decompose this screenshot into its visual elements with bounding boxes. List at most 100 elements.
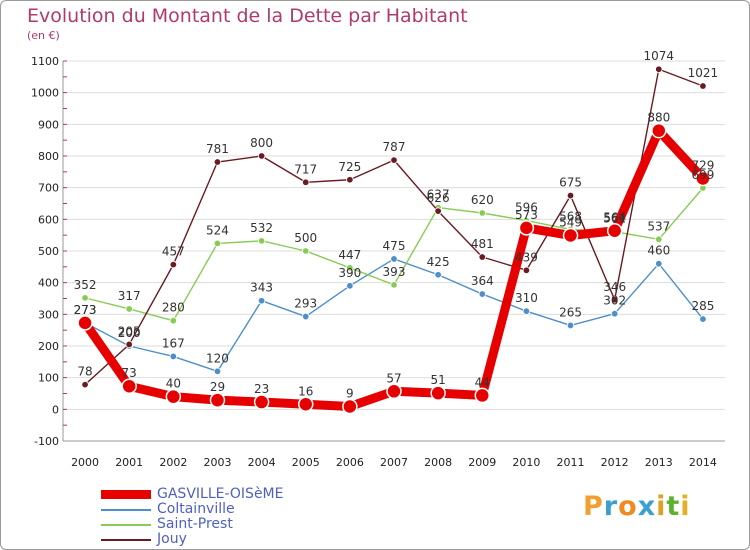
data-label-saint-prest: 532	[250, 221, 273, 235]
data-point-jouy	[346, 176, 354, 184]
data-point-gasville-ois-me	[386, 383, 402, 400]
y-tick-label: 1000	[31, 87, 59, 100]
data-label-saint-prest: 447	[338, 248, 361, 262]
data-label-jouy: 1074	[644, 49, 675, 63]
data-label-saint-prest: 568	[559, 209, 582, 223]
data-point-saint-prest	[346, 264, 354, 272]
x-tick-label: 2002	[159, 456, 187, 469]
legend-swatch	[101, 509, 151, 511]
data-point-coltainville	[478, 290, 486, 298]
logo-letter: t	[666, 491, 681, 522]
data-label-jouy: 725	[338, 160, 361, 174]
data-point-gasville-ois-me	[430, 385, 446, 401]
y-tick-label: 1100	[31, 55, 59, 68]
data-label-coltainville: 167	[162, 336, 185, 350]
data-label-coltainville: 265	[559, 305, 582, 319]
x-tick-label: 2011	[557, 456, 585, 469]
data-point-saint-prest	[257, 237, 266, 245]
logo-letter: r	[603, 491, 619, 522]
y-tick-label: 300	[38, 308, 59, 321]
proxiti-logo: Proxiti	[583, 491, 691, 522]
y-tick-label: 700	[38, 182, 59, 195]
data-point-saint-prest	[125, 305, 133, 313]
chart-title: Evolution du Montant de la Dette par Hab…	[27, 5, 468, 27]
data-point-saint-prest	[302, 247, 310, 255]
data-label-saint-prest: 280	[162, 301, 185, 315]
legend-swatch	[101, 539, 151, 541]
data-label-jouy: 626	[427, 191, 450, 205]
data-label-jouy: 717	[294, 162, 317, 176]
data-point-gasville-ois-me	[342, 398, 358, 415]
data-label-gasville-ois-me: 273	[74, 303, 97, 317]
data-point-coltainville	[169, 352, 178, 361]
data-label-saint-prest: 352	[74, 278, 97, 292]
data-point-jouy	[655, 65, 663, 73]
data-point-jouy	[213, 158, 222, 166]
data-label-jouy: 675	[559, 176, 582, 190]
data-label-gasville-ois-me: 44	[475, 375, 490, 389]
data-point-coltainville	[610, 310, 619, 318]
data-label-coltainville: 460	[647, 244, 670, 258]
data-label-coltainville: 390	[338, 266, 361, 280]
data-label-coltainville: 475	[383, 239, 406, 253]
data-label-jouy: 781	[206, 142, 229, 156]
data-label-coltainville: 285	[691, 299, 714, 313]
legend-label: Jouy	[157, 531, 187, 547]
data-label-coltainville: 310	[515, 291, 538, 305]
x-tick-label: 2010	[512, 456, 540, 469]
data-point-jouy	[390, 156, 398, 164]
legend-label: Saint-Prest	[157, 516, 233, 532]
data-point-coltainville	[390, 255, 398, 263]
data-point-gasville-ois-me	[297, 396, 314, 413]
data-label-saint-prest: 596	[515, 201, 538, 215]
data-point-saint-prest	[478, 209, 486, 217]
logo-letter: i	[656, 491, 667, 522]
data-point-jouy	[169, 260, 178, 269]
data-point-coltainville	[655, 259, 663, 268]
legend-label: Coltainville	[157, 501, 235, 517]
data-label-saint-prest: 537	[647, 219, 670, 233]
data-point-coltainville	[302, 312, 310, 321]
data-label-gasville-ois-me: 16	[298, 384, 313, 398]
x-tick-label: 2005	[292, 456, 320, 469]
data-point-coltainville	[257, 297, 266, 305]
data-point-gasville-ois-me	[606, 222, 623, 239]
data-label-saint-prest: 317	[118, 289, 141, 303]
data-label-saint-prest: 524	[206, 223, 229, 237]
data-point-coltainville	[566, 321, 575, 330]
data-point-jouy	[125, 340, 133, 349]
data-label-gasville-ois-me: 9	[346, 386, 354, 400]
data-point-saint-prest	[390, 281, 398, 289]
data-label-coltainville: 302	[603, 294, 626, 308]
data-label-gasville-ois-me: 51	[430, 373, 445, 387]
data-point-coltainville	[699, 315, 707, 323]
data-point-gasville-ois-me	[253, 394, 270, 410]
x-tick-label: 2012	[601, 456, 629, 469]
data-label-jouy: 1021	[688, 66, 719, 80]
legend-label: GASVILLE-OISèME	[157, 486, 284, 502]
logo-letter: o	[618, 491, 638, 522]
y-tick-label: 600	[38, 213, 59, 226]
data-point-gasville-ois-me	[77, 315, 93, 331]
data-label-saint-prest: 500	[294, 231, 317, 245]
data-label-gasville-ois-me: 40	[166, 377, 181, 391]
x-tick-label: 2009	[468, 456, 496, 469]
data-label-gasville-ois-me: 73	[122, 366, 137, 380]
data-label-coltainville: 425	[427, 255, 450, 269]
data-label-gasville-ois-me: 57	[386, 371, 401, 385]
data-label-coltainville: 343	[250, 281, 273, 295]
logo-letter: i	[680, 491, 691, 522]
data-label-coltainville: 293	[294, 297, 317, 311]
data-label-saint-prest: 637	[427, 188, 450, 202]
data-point-jouy	[566, 191, 575, 200]
data-label-jouy: 481	[471, 237, 494, 251]
legend-swatch	[101, 524, 151, 526]
y-tick-label: 100	[38, 372, 59, 385]
data-point-gasville-ois-me	[695, 170, 711, 187]
data-label-gasville-ois-me: 573	[515, 208, 538, 222]
data-point-jouy	[699, 82, 707, 90]
x-tick-label: 2014	[689, 456, 717, 469]
data-point-coltainville	[346, 282, 354, 290]
logo-letter: x	[637, 491, 657, 522]
logo-letter: P	[583, 491, 604, 522]
